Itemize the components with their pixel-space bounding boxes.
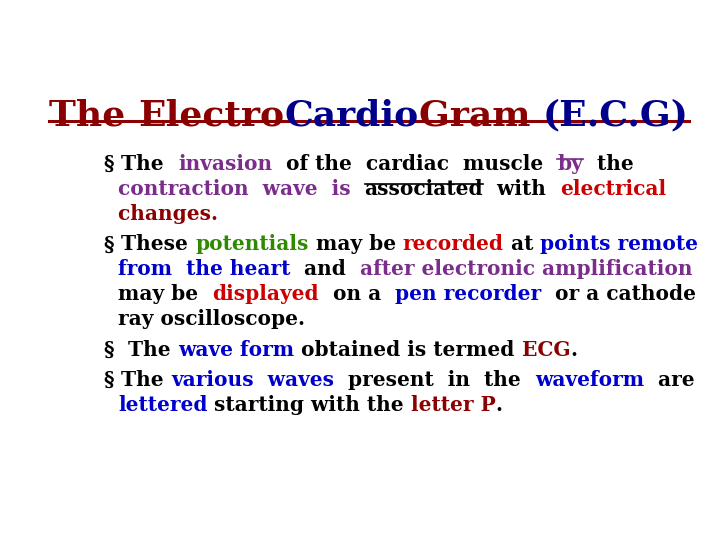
Text: and: and xyxy=(290,259,360,279)
Text: contraction  wave  is: contraction wave is xyxy=(104,179,364,199)
Text: changes.: changes. xyxy=(104,204,218,224)
Text: The: The xyxy=(122,370,171,390)
Text: points remote: points remote xyxy=(540,234,698,254)
Text: §: § xyxy=(104,370,122,390)
Text: obtained is termed: obtained is termed xyxy=(294,340,521,360)
Text: .: . xyxy=(496,395,503,415)
Text: potentials: potentials xyxy=(195,234,309,254)
Text: invasion: invasion xyxy=(178,154,272,174)
Text: the: the xyxy=(583,154,634,174)
Text: These: These xyxy=(122,234,195,254)
Text: ECG: ECG xyxy=(521,340,570,360)
Text: may be: may be xyxy=(309,234,402,254)
Text: The: The xyxy=(128,340,178,360)
Text: .: . xyxy=(570,340,577,360)
Text: §: § xyxy=(104,234,122,254)
Text: with: with xyxy=(483,179,560,199)
Text: pen recorder: pen recorder xyxy=(395,285,541,305)
Text: of the  cardiac  muscle: of the cardiac muscle xyxy=(272,154,557,174)
Text: or a cathode: or a cathode xyxy=(541,285,696,305)
Text: The: The xyxy=(122,154,178,174)
Text: associated: associated xyxy=(364,179,483,199)
Text: waveform: waveform xyxy=(535,370,644,390)
Text: starting with the: starting with the xyxy=(207,395,411,415)
Text: may be: may be xyxy=(104,285,212,305)
Text: recorded: recorded xyxy=(402,234,504,254)
Text: The: The xyxy=(49,98,138,132)
Text: (E.C.G): (E.C.G) xyxy=(543,98,689,132)
Text: present  in  the: present in the xyxy=(334,370,535,390)
Text: at: at xyxy=(504,234,540,254)
Text: on a: on a xyxy=(319,285,395,305)
Text: after electronic amplification: after electronic amplification xyxy=(360,259,693,279)
Text: electrical: electrical xyxy=(560,179,666,199)
Text: displayed: displayed xyxy=(212,285,319,305)
Text: ray oscilloscope.: ray oscilloscope. xyxy=(104,309,305,329)
Text: §: § xyxy=(104,340,128,360)
Text: letter P: letter P xyxy=(411,395,496,415)
Text: various  waves: various waves xyxy=(171,370,334,390)
Text: Gram: Gram xyxy=(418,98,543,132)
Text: are: are xyxy=(644,370,695,390)
Text: lettered: lettered xyxy=(118,395,207,415)
Text: from  the heart: from the heart xyxy=(104,259,290,279)
Text: Electro: Electro xyxy=(138,98,284,132)
Text: by: by xyxy=(557,154,583,174)
Text: §: § xyxy=(104,154,122,174)
Text: wave form: wave form xyxy=(178,340,294,360)
Text: Cardio: Cardio xyxy=(284,98,418,132)
